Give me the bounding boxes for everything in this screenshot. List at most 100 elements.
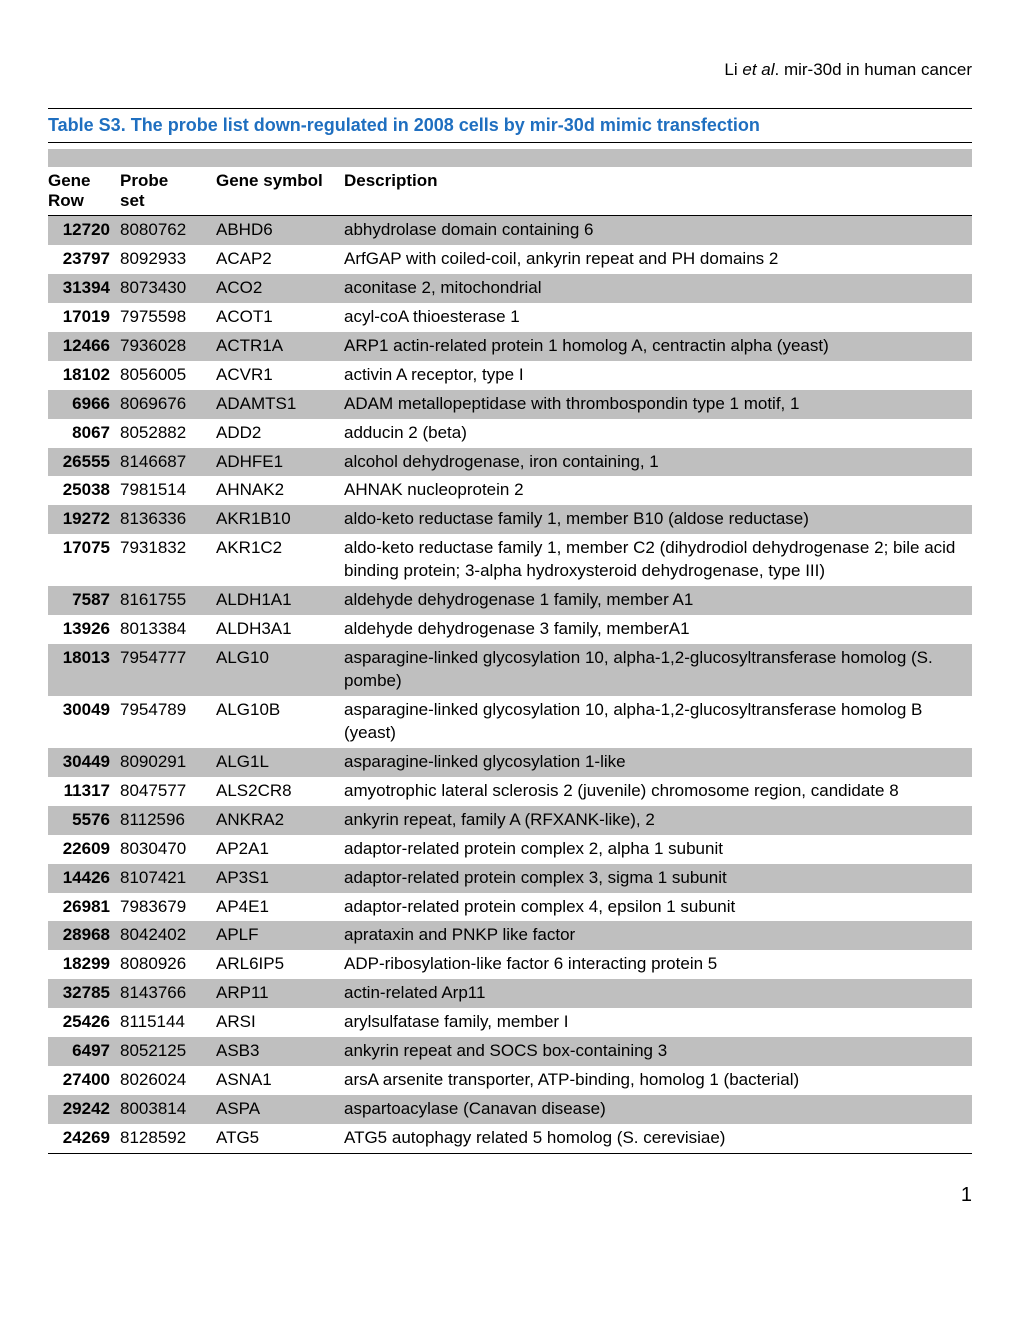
- col-probe-l1: Probe: [120, 171, 168, 190]
- cell-gene: 19272: [48, 505, 120, 534]
- cell-symbol: ASNA1: [216, 1066, 344, 1095]
- cell-gene: 29242: [48, 1095, 120, 1124]
- cell-symbol: ALS2CR8: [216, 777, 344, 806]
- bottom-rule: [48, 1153, 972, 1154]
- title-rule-bottom: [48, 142, 972, 143]
- table-row: 327858143766ARP11actin-related Arp11: [48, 979, 972, 1008]
- title-rule-top: [48, 108, 972, 109]
- cell-probe: 8042402: [120, 921, 216, 950]
- probe-table: Gene Row Probe set Gene symbol Descripti…: [48, 167, 972, 1153]
- cell-description: activin A receptor, type I: [344, 361, 972, 390]
- cell-gene: 12466: [48, 332, 120, 361]
- page-number: 1: [48, 1184, 972, 1207]
- cell-description: acyl-coA thioesterase 1: [344, 303, 972, 332]
- cell-symbol: ACO2: [216, 274, 344, 303]
- cell-description: asparagine-linked glycosylation 10, alph…: [344, 696, 972, 748]
- col-gene-l2: Row: [48, 191, 84, 210]
- col-gene-l1: Gene: [48, 171, 91, 190]
- cell-description: ATG5 autophagy related 5 homolog (S. cer…: [344, 1124, 972, 1153]
- table-row: 269817983679AP4E1adaptor-related protein…: [48, 893, 972, 922]
- cell-gene: 6966: [48, 390, 120, 419]
- table-row: 265558146687ADHFE1alcohol dehydrogenase,…: [48, 448, 972, 477]
- cell-symbol: ADAMTS1: [216, 390, 344, 419]
- table-row: 289688042402APLFaprataxin and PNKP like …: [48, 921, 972, 950]
- cell-probe: 7954777: [120, 644, 216, 696]
- col-probe: Probe set: [120, 167, 216, 216]
- cell-description: actin-related Arp11: [344, 979, 972, 1008]
- cell-gene: 8067: [48, 419, 120, 448]
- cell-description: aldehyde dehydrogenase 1 family, member …: [344, 586, 972, 615]
- cell-description: arsA arsenite transporter, ATP-binding, …: [344, 1066, 972, 1095]
- cell-probe: 8052125: [120, 1037, 216, 1066]
- cell-probe: 8026024: [120, 1066, 216, 1095]
- cell-probe: 8003814: [120, 1095, 216, 1124]
- table-row: 170197975598ACOT1acyl-coA thioesterase 1: [48, 303, 972, 332]
- header-band: [48, 149, 972, 167]
- cell-probe: 7936028: [120, 332, 216, 361]
- cell-symbol: ASPA: [216, 1095, 344, 1124]
- cell-gene: 18299: [48, 950, 120, 979]
- cell-description: ankyrin repeat, family A (RFXANK-like), …: [344, 806, 972, 835]
- cell-probe: 8161755: [120, 586, 216, 615]
- table-row: 127208080762ABHD6abhydrolase domain cont…: [48, 216, 972, 245]
- citation-author: Li: [724, 60, 737, 79]
- cell-symbol: ARL6IP5: [216, 950, 344, 979]
- cell-symbol: AP3S1: [216, 864, 344, 893]
- cell-gene: 6497: [48, 1037, 120, 1066]
- col-probe-l2: set: [120, 191, 145, 210]
- cell-symbol: ARSI: [216, 1008, 344, 1037]
- cell-symbol: ACTR1A: [216, 332, 344, 361]
- cell-symbol: ALG1L: [216, 748, 344, 777]
- cell-probe: 8112596: [120, 806, 216, 835]
- cell-gene: 32785: [48, 979, 120, 1008]
- cell-gene: 13926: [48, 615, 120, 644]
- cell-probe: 8128592: [120, 1124, 216, 1153]
- cell-description: adaptor-related protein complex 3, sigma…: [344, 864, 972, 893]
- col-symbol: Gene symbol: [216, 167, 344, 216]
- cell-description: aldehyde dehydrogenase 3 family, memberA…: [344, 615, 972, 644]
- cell-description: alcohol dehydrogenase, iron containing, …: [344, 448, 972, 477]
- cell-probe: 7983679: [120, 893, 216, 922]
- cell-description: amyotrophic lateral sclerosis 2 (juvenil…: [344, 777, 972, 806]
- cell-probe: 8080762: [120, 216, 216, 245]
- cell-probe: 8080926: [120, 950, 216, 979]
- table-row: 69668069676ADAMTS1ADAM metallopeptidase …: [48, 390, 972, 419]
- cell-symbol: ACOT1: [216, 303, 344, 332]
- cell-probe: 8115144: [120, 1008, 216, 1037]
- col-description: Description: [344, 167, 972, 216]
- table-row: 313948073430ACO2aconitase 2, mitochondri…: [48, 274, 972, 303]
- cell-description: aconitase 2, mitochondrial: [344, 274, 972, 303]
- table-row: 226098030470AP2A1adaptor-related protein…: [48, 835, 972, 864]
- cell-symbol: ALG10: [216, 644, 344, 696]
- cell-description: AHNAK nucleoprotein 2: [344, 476, 972, 505]
- cell-probe: 8073430: [120, 274, 216, 303]
- cell-probe: 8090291: [120, 748, 216, 777]
- cell-symbol: AHNAK2: [216, 476, 344, 505]
- cell-symbol: ASB3: [216, 1037, 344, 1066]
- table-row: 170757931832AKR1C2aldo-keto reductase fa…: [48, 534, 972, 586]
- cell-probe: 8146687: [120, 448, 216, 477]
- cell-probe: 8030470: [120, 835, 216, 864]
- cell-probe: 8056005: [120, 361, 216, 390]
- cell-gene: 17075: [48, 534, 120, 586]
- table-row: 181028056005ACVR1activin A receptor, typ…: [48, 361, 972, 390]
- table-row: 274008026024ASNA1arsA arsenite transport…: [48, 1066, 972, 1095]
- citation-italic: et al: [742, 60, 774, 79]
- cell-symbol: ACAP2: [216, 245, 344, 274]
- cell-symbol: ALG10B: [216, 696, 344, 748]
- cell-description: aldo-keto reductase family 1, member C2 …: [344, 534, 972, 586]
- cell-gene: 30049: [48, 696, 120, 748]
- cell-probe: 7981514: [120, 476, 216, 505]
- cell-description: ARP1 actin-related protein 1 homolog A, …: [344, 332, 972, 361]
- cell-symbol: ABHD6: [216, 216, 344, 245]
- cell-gene: 23797: [48, 245, 120, 274]
- cell-symbol: ALDH1A1: [216, 586, 344, 615]
- table-row: 75878161755ALDH1A1aldehyde dehydrogenase…: [48, 586, 972, 615]
- header-citation: Li et al. mir-30d in human cancer: [48, 60, 972, 80]
- cell-gene: 18102: [48, 361, 120, 390]
- cell-symbol: ADD2: [216, 419, 344, 448]
- cell-gene: 26981: [48, 893, 120, 922]
- table-row: 182998080926ARL6IP5ADP-ribosylation-like…: [48, 950, 972, 979]
- table-row: 250387981514AHNAK2AHNAK nucleoprotein 2: [48, 476, 972, 505]
- cell-probe: 8047577: [120, 777, 216, 806]
